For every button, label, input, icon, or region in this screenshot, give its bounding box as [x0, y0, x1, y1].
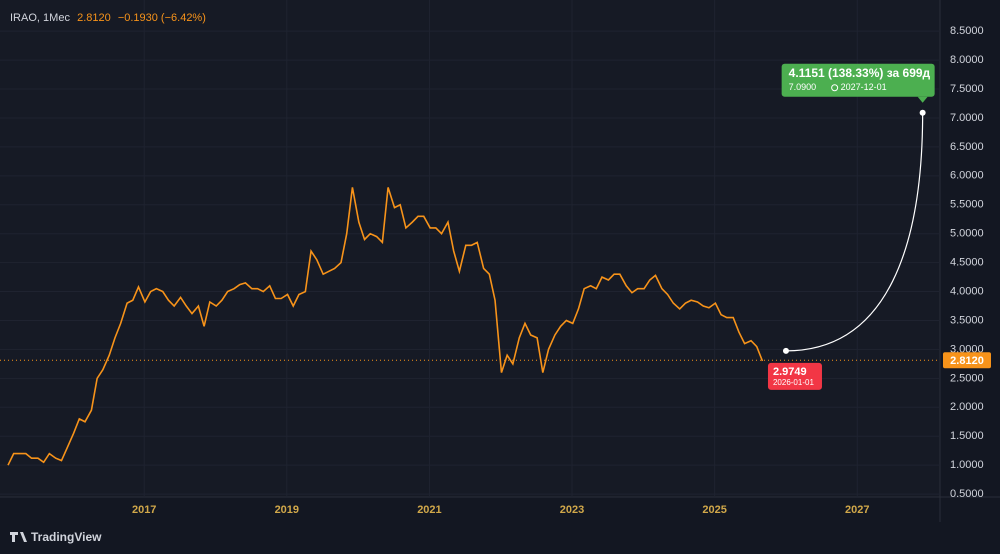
x-tick-label: 2023: [560, 504, 584, 516]
y-tick-label: 0.5000: [950, 488, 984, 500]
y-tick-label: 3.5000: [950, 314, 984, 326]
x-tick-label: 2025: [702, 504, 726, 516]
last-price-box: [943, 352, 991, 369]
last-price: 2.8120: [77, 12, 111, 24]
brand-logo: TradingView: [10, 530, 102, 544]
y-tick-label: 6.5000: [950, 141, 984, 153]
y-tick-label: 4.5000: [950, 257, 984, 269]
logo-icon: [10, 532, 27, 542]
y-tick-label: 5.5000: [950, 199, 984, 211]
end-date-label: 2027-12-01: [841, 82, 887, 92]
forecast-curve: [785, 112, 924, 352]
y-tick-label: 2.5000: [950, 372, 984, 384]
end-value-label: 7.0900: [789, 82, 817, 92]
start-value-label: 2.9749: [773, 366, 807, 378]
y-tick-label: 8.0000: [950, 54, 984, 66]
symbol: IRAO, 1Мес: [10, 12, 71, 24]
forecast-start-point: [782, 347, 789, 354]
forecast-text: 4.1151 (138.33%) за 699д: [789, 66, 931, 80]
end-box-pointer: [917, 96, 928, 103]
y-tick-label: 8.5000: [950, 25, 984, 37]
price-change: −0.1930 (−6.42%): [118, 12, 206, 24]
y-tick-label: 7.0000: [950, 112, 984, 124]
last-price-label: 2.8120: [950, 355, 984, 367]
clock-icon: [831, 84, 839, 92]
price-line: [7, 187, 764, 466]
y-tick-label: 4.0000: [950, 285, 984, 297]
y-tick-label: 2.0000: [950, 401, 984, 413]
brand: TradingView: [31, 530, 102, 544]
start-box: [767, 362, 822, 390]
x-tick-label: 2019: [275, 504, 299, 516]
x-tick-label: 2027: [845, 504, 869, 516]
y-tick-label: 5.0000: [950, 228, 984, 240]
x-tick-label: 2021: [417, 504, 441, 516]
header: IRAO, 1Мес 2.8120 −0.1930 (−6.42%): [10, 12, 206, 24]
start-date-label: 2026-01-01: [773, 378, 814, 387]
end-box: [781, 63, 935, 97]
x-tick-label: 2017: [132, 504, 156, 516]
forecast-end-point: [919, 109, 926, 116]
y-tick-label: 1.5000: [950, 430, 984, 442]
marks: [0, 109, 940, 466]
y-tick-label: 1.0000: [950, 459, 984, 471]
y-tick-label: 7.5000: [950, 83, 984, 95]
y-tick-label: 6.0000: [950, 170, 984, 182]
labels: 0.50001.00001.50002.00002.50003.00003.50…: [132, 25, 991, 516]
